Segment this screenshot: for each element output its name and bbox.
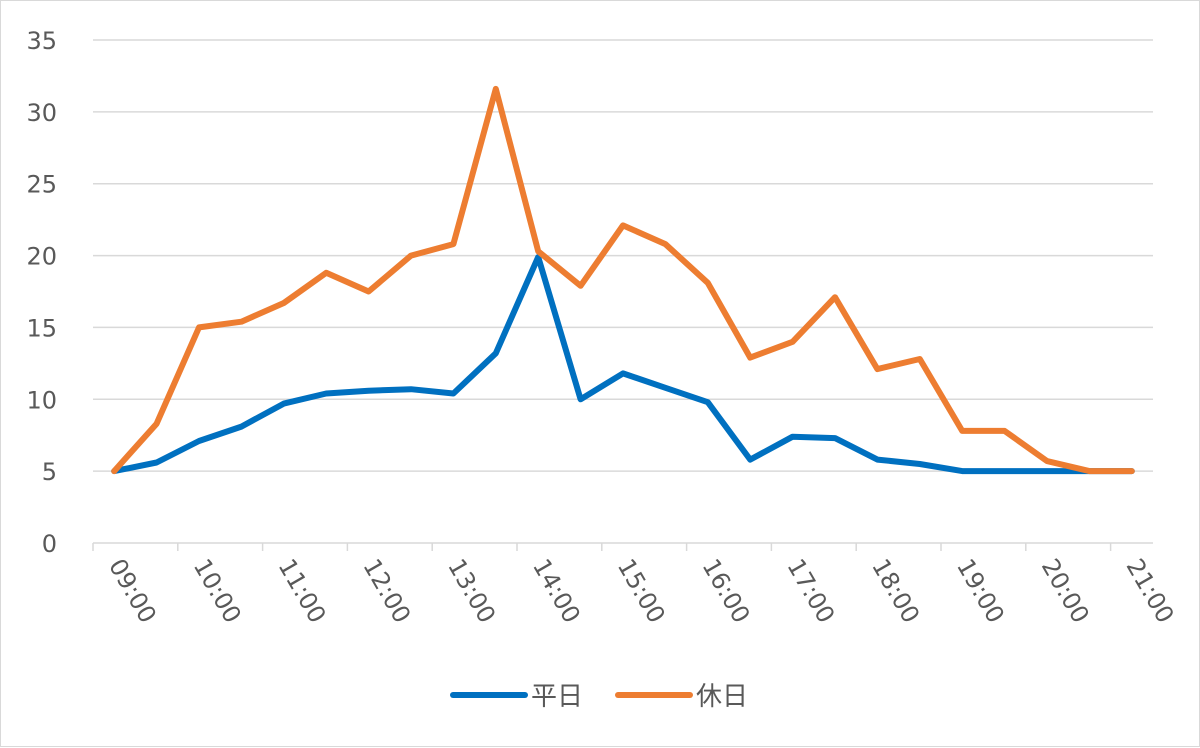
x-tick-label: 19:00	[951, 554, 1010, 628]
x-tick-label: 15:00	[612, 554, 671, 628]
x-tick-label: 17:00	[781, 554, 840, 628]
y-tick-label: 10	[26, 386, 57, 414]
y-tick-label: 30	[26, 99, 57, 127]
y-tick-label: 35	[26, 27, 57, 55]
x-tick-label: 18:00	[866, 554, 925, 628]
x-tick-label: 16:00	[697, 554, 756, 628]
series-lines	[111, 85, 1135, 475]
x-axis: 09:00 10:00 11:00 12:00 13:00 14:00 15:00 16:00…	[92, 542, 1180, 628]
x-tick-label: 11:00	[273, 554, 332, 628]
y-tick-label: 15	[26, 314, 57, 342]
x-tick-label: 13:00	[442, 554, 501, 628]
y-tick-label: 25	[26, 171, 57, 199]
x-tick-label: 12:00	[357, 554, 416, 628]
y-tick-label: 0	[42, 530, 57, 558]
gridlines	[93, 39, 1153, 472]
x-tick-label: 21:00	[1121, 554, 1180, 628]
x-tick-label: 10:00	[188, 554, 247, 628]
legend-label-1: 休日	[696, 682, 748, 712]
x-tick-label: 14:00	[527, 554, 586, 628]
y-axis-ticks: 0 5 10 15 20 25 30 35	[26, 27, 57, 558]
y-tick-label: 20	[26, 243, 57, 271]
x-tick-label: 09:00	[103, 554, 162, 628]
series-line-1	[111, 85, 1135, 475]
y-tick-label: 5	[42, 458, 57, 486]
legend-label-0: 平日	[531, 682, 583, 712]
x-tick-label: 20:00	[1036, 554, 1095, 628]
series-line-0	[111, 254, 1135, 475]
legend: 平日 休日	[450, 682, 748, 712]
